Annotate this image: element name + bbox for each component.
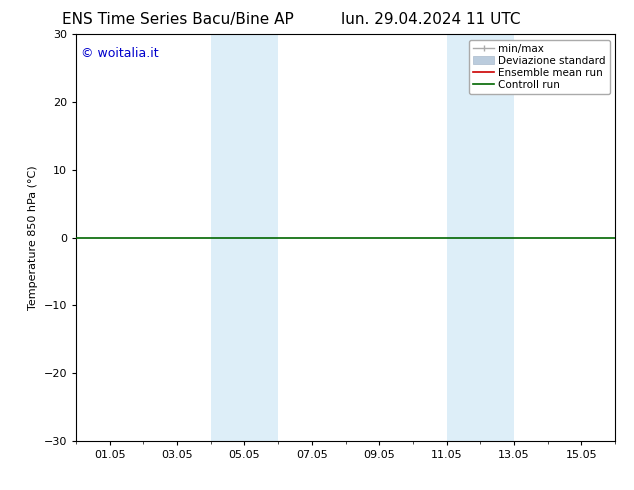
- Legend: min/max, Deviazione standard, Ensemble mean run, Controll run: min/max, Deviazione standard, Ensemble m…: [469, 40, 610, 94]
- Bar: [210, 34, 278, 441]
- Y-axis label: Temperature 850 hPa (°C): Temperature 850 hPa (°C): [28, 165, 38, 310]
- Bar: [446, 34, 514, 441]
- Text: ENS Time Series Bacu/Bine AP: ENS Time Series Bacu/Bine AP: [61, 12, 294, 27]
- Text: © woitalia.it: © woitalia.it: [81, 47, 159, 59]
- Text: lun. 29.04.2024 11 UTC: lun. 29.04.2024 11 UTC: [341, 12, 521, 27]
